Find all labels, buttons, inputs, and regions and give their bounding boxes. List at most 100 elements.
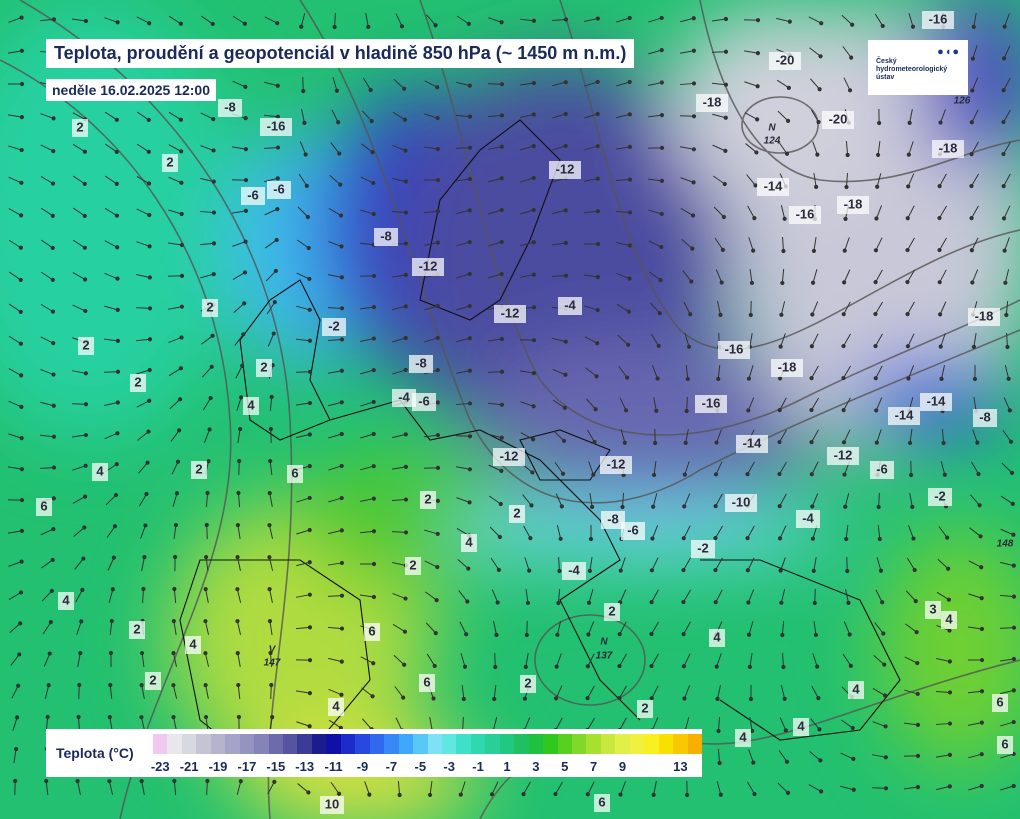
wind-arrow-head	[521, 791, 526, 797]
map-label-bg	[191, 461, 207, 479]
wind-arrow-head	[1004, 312, 1009, 318]
wind-arrow	[973, 13, 977, 27]
wind-arrow-head	[51, 496, 56, 501]
wind-arrow-head	[267, 618, 273, 624]
wind-arrow	[41, 559, 53, 569]
map-label-bg	[509, 505, 525, 523]
wind-arrow-head	[1011, 783, 1016, 789]
wind-arrow	[488, 17, 502, 23]
wind-arrow-head	[937, 280, 942, 285]
wind-arrow-head	[850, 725, 855, 731]
wind-arrow-head	[461, 696, 466, 702]
wind-arrow	[811, 429, 819, 443]
wind-arrow	[429, 780, 433, 796]
wind-arrow-head	[467, 114, 473, 119]
wind-arrow-head	[531, 371, 537, 376]
wind-arrow	[747, 589, 755, 603]
wind-arrow	[843, 333, 851, 347]
wind-arrow-head	[339, 275, 344, 280]
wind-arrow-head	[812, 600, 817, 606]
wind-arrow-head	[435, 85, 440, 90]
wind-arrow-head	[51, 148, 56, 154]
map-label: -12	[556, 161, 575, 176]
wind-arrow-head	[339, 528, 344, 533]
wind-arrow	[360, 656, 374, 664]
wind-arrow-head	[659, 80, 664, 85]
map-label-bg	[925, 601, 941, 619]
wind-arrow	[296, 529, 310, 535]
wind-arrow-head	[778, 568, 783, 573]
wind-arrow-head	[336, 120, 341, 125]
wind-arrow	[392, 178, 406, 182]
wind-arrow	[334, 12, 336, 28]
legend-swatch	[398, 734, 414, 754]
wind-arrow	[1000, 495, 1014, 505]
wind-arrow-head	[51, 116, 56, 121]
wind-arrow	[8, 466, 22, 470]
wind-arrow-head	[651, 792, 656, 797]
wind-arrow-head	[780, 280, 785, 286]
legend-swatch	[196, 734, 212, 754]
wind-arrow	[136, 274, 150, 278]
wind-arrow-head	[115, 431, 120, 436]
wind-arrow-head	[275, 83, 280, 88]
wind-arrow-head	[563, 273, 569, 278]
map-label: -2	[697, 540, 709, 555]
wind-arrow	[72, 207, 86, 217]
wind-arrow-head	[563, 80, 568, 85]
wind-arrow-head	[1011, 719, 1016, 725]
wind-arrow	[874, 13, 884, 27]
wind-arrow-head	[207, 427, 212, 432]
wind-arrow-head	[779, 312, 784, 317]
wind-arrow	[651, 557, 659, 571]
wind-arrow-head	[882, 662, 887, 667]
legend-swatch	[644, 734, 660, 754]
wind-arrow-head	[171, 651, 176, 656]
wind-arrow	[810, 718, 820, 730]
wind-arrow	[711, 82, 727, 86]
map-label: 124	[764, 136, 781, 147]
wind-arrow-head	[746, 600, 751, 605]
wind-arrow-head	[527, 568, 532, 573]
wind-arrow	[715, 525, 723, 539]
wind-arrow-head	[971, 344, 977, 350]
wind-arrow-head	[845, 568, 850, 574]
wind-arrow	[715, 461, 723, 475]
wind-arrow-head	[971, 24, 976, 29]
wind-arrow	[265, 270, 277, 282]
wind-arrow-head	[83, 371, 88, 376]
wind-arrow-head	[979, 657, 985, 663]
wind-arrow-head	[651, 504, 656, 509]
wind-arrow-head	[307, 495, 312, 501]
wind-arrow-head	[880, 23, 885, 29]
wind-arrow-head	[553, 696, 559, 701]
wind-arrow-head	[559, 504, 564, 509]
wind-arrow-head	[79, 619, 84, 624]
wind-arrow-head	[399, 24, 405, 29]
wind-arrow	[523, 717, 531, 731]
map-label-bg	[494, 305, 526, 323]
wind-arrow-head	[499, 336, 505, 342]
wind-arrow-head	[849, 55, 854, 60]
wind-arrow-head	[558, 536, 563, 541]
wind-arrow	[459, 621, 467, 635]
wind-arrow	[173, 588, 177, 604]
map-label: 4	[465, 534, 473, 549]
wind-arrow-head	[658, 278, 663, 283]
wind-arrow	[1000, 528, 1014, 536]
map-label: 2	[195, 461, 202, 476]
wind-arrow-head	[714, 664, 719, 669]
wind-arrow-head	[492, 696, 497, 702]
wind-arrow	[206, 780, 208, 796]
wind-arrow	[202, 397, 212, 411]
map-label-bg	[562, 562, 586, 580]
wind-arrow	[1003, 205, 1011, 219]
wind-arrow	[328, 465, 342, 471]
wind-arrow	[782, 652, 784, 668]
map-label: 2	[513, 505, 520, 520]
legend-swatch	[673, 734, 689, 754]
wind-arrow-head	[307, 307, 312, 312]
wind-arrow	[520, 401, 534, 407]
wind-arrow	[12, 717, 18, 731]
wind-arrow-head	[302, 120, 307, 125]
